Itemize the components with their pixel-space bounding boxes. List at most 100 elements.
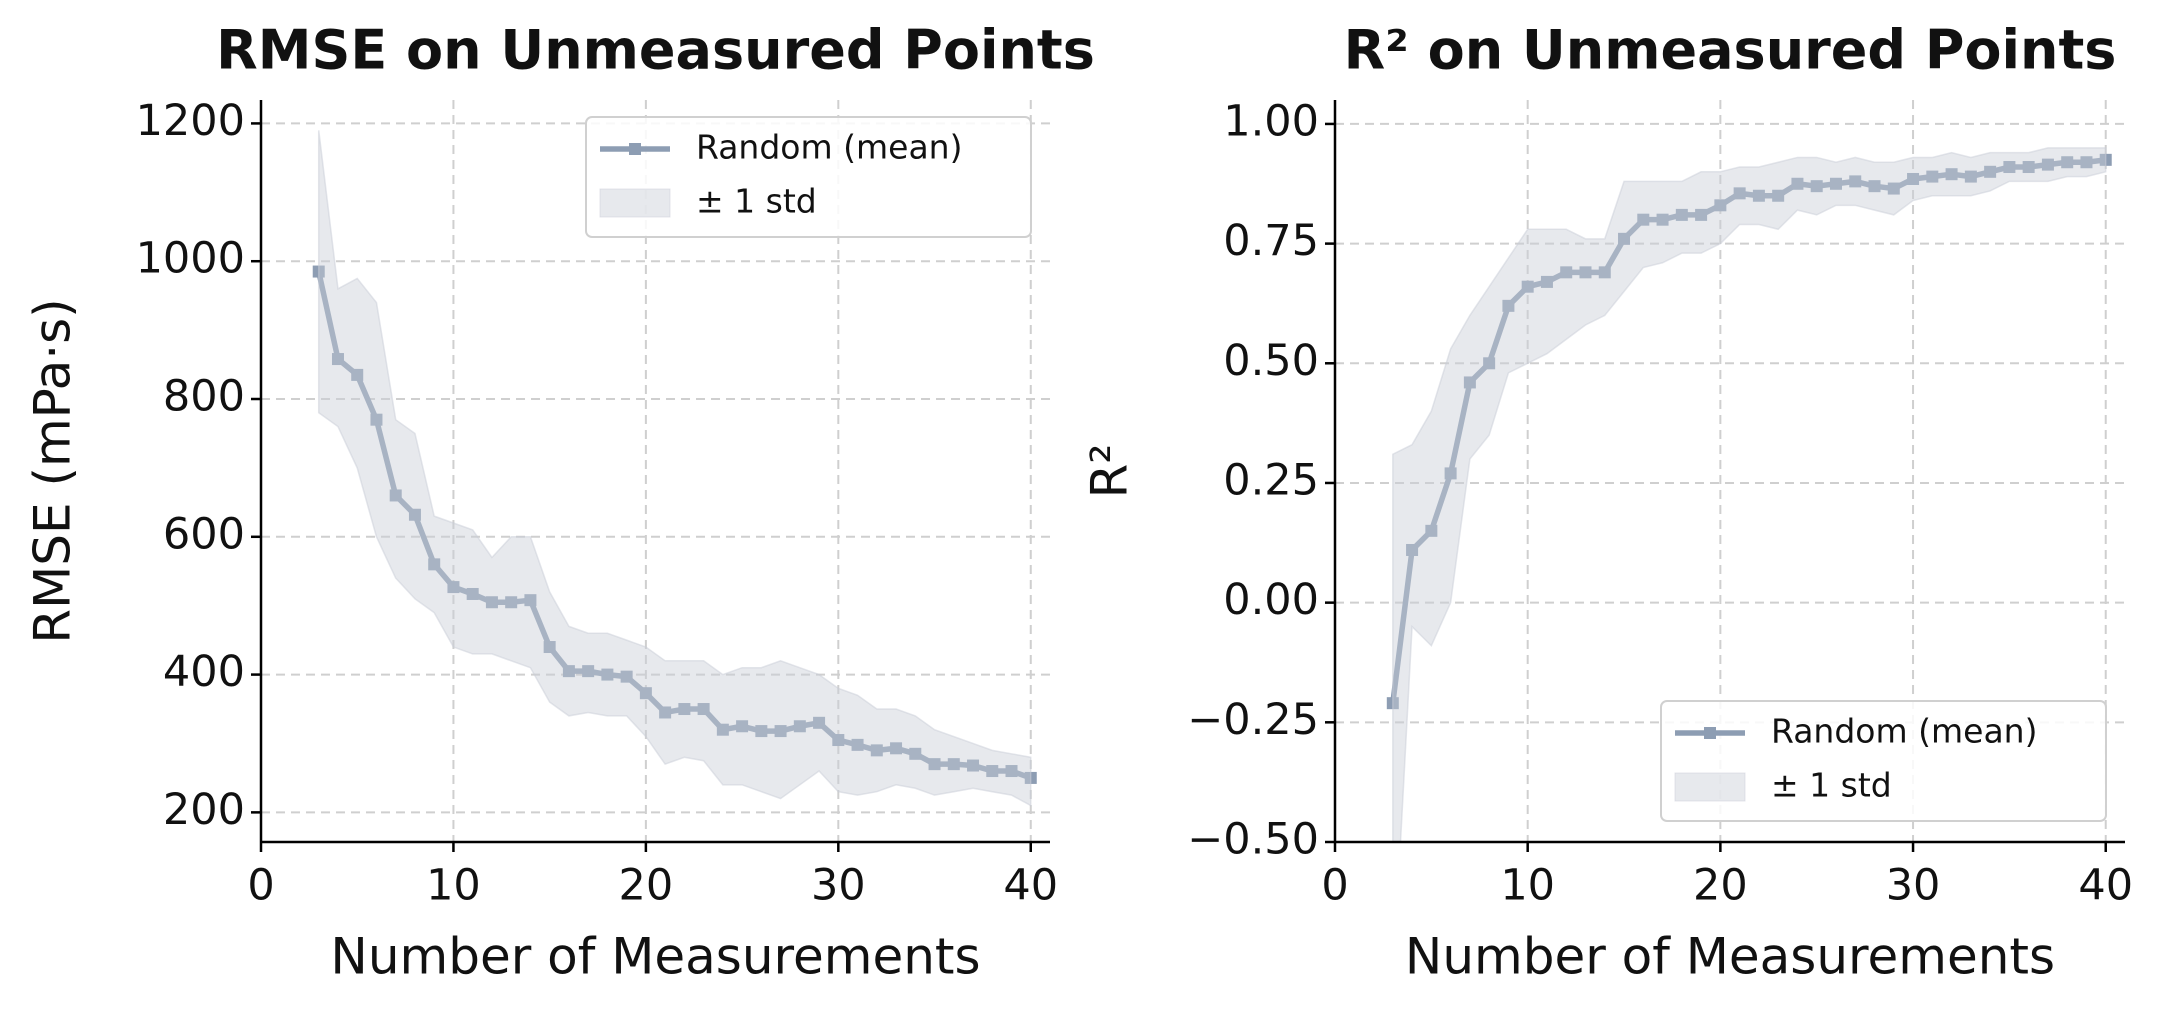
marker (1618, 232, 1631, 245)
marker (2003, 161, 2016, 174)
chart-title: RMSE on Unmeasured Points (216, 19, 1095, 82)
legend-label: Random (mean) (696, 128, 962, 167)
marker (1887, 182, 1900, 195)
x-tick-label: 30 (1886, 861, 1941, 911)
marker (524, 594, 537, 607)
marker (2080, 156, 2093, 169)
marker (967, 759, 980, 772)
y-tick-label: 200 (163, 785, 245, 835)
marker (485, 596, 498, 609)
x-axis-label: Number of Measurements (330, 928, 980, 986)
marker (2041, 158, 2054, 171)
marker (543, 641, 556, 654)
marker (870, 744, 883, 757)
x-tick-label: 40 (1003, 861, 1058, 911)
y-tick-label: 1.00 (1223, 96, 1319, 146)
mean-line (1390, 157, 2107, 704)
marker (505, 596, 518, 609)
plot-area: 0 10 20 30 40 −0.50 −0.25 0.00 0.25 0.50 0.75 1.00 R… (1081, 19, 2134, 986)
marker (351, 368, 364, 381)
y-tick-label: −0.50 (1187, 815, 1319, 865)
marker (582, 665, 595, 678)
marker (1425, 524, 1438, 537)
legend-marker (1704, 727, 1716, 739)
marker (2061, 156, 2074, 169)
marker (928, 758, 941, 771)
y-tick-label: 400 (163, 647, 245, 697)
y-tick-label: 800 (163, 372, 245, 422)
marker (2022, 161, 2035, 174)
y-tick-label: −0.25 (1187, 695, 1319, 745)
marker (1868, 180, 1881, 193)
marker (389, 489, 402, 502)
marker (1502, 299, 1515, 312)
legend-patch (1674, 772, 1746, 802)
marker (408, 508, 421, 521)
y-axis-label: R² (1081, 444, 1139, 499)
plot-area: 0 10 20 30 40 200 400 600 800 1000 1200 RMSE on Unm… (24, 19, 1095, 986)
marker (774, 725, 787, 738)
x-tick-label: 20 (619, 861, 674, 911)
marker (1791, 177, 1804, 190)
marker (1810, 180, 1823, 193)
marker (562, 665, 575, 678)
x-tick-label: 0 (1321, 861, 1348, 911)
marker (1849, 175, 1862, 188)
marker (1926, 170, 1939, 183)
std-band (317, 130, 1032, 807)
y-tick-label: 0.75 (1223, 216, 1319, 266)
marker (736, 720, 749, 733)
x-tick-label: 0 (247, 861, 274, 911)
y-tick-label: 600 (163, 509, 245, 559)
marker (1463, 376, 1476, 389)
legend-marker (629, 143, 641, 155)
y-tick-label: 0.50 (1223, 336, 1319, 386)
chart-title: R² on Unmeasured Points (1344, 19, 2117, 82)
marker (601, 668, 614, 681)
marker (447, 581, 460, 594)
marker (890, 742, 903, 755)
y-tick-label: 0.00 (1223, 575, 1319, 625)
x-tick-label: 10 (1500, 861, 1555, 911)
marker (1984, 165, 1997, 178)
marker (1752, 189, 1765, 202)
marker (1521, 280, 1534, 293)
marker (1945, 168, 1958, 181)
marker (1540, 275, 1553, 288)
marker (639, 687, 652, 700)
marker (716, 723, 729, 736)
x-tick-label: 40 (2078, 861, 2133, 911)
marker (1772, 189, 1785, 202)
legend-box (585, 116, 1032, 238)
marker (1637, 213, 1650, 226)
marker (697, 703, 710, 716)
marker (620, 670, 633, 683)
marker (428, 558, 441, 571)
legend-label: ± 1 std (1771, 766, 1892, 805)
marker (909, 747, 922, 760)
marker (1598, 266, 1611, 279)
marker (1444, 467, 1457, 480)
marker (659, 706, 672, 719)
marker (466, 587, 479, 600)
marker (1406, 543, 1419, 556)
marker (370, 413, 383, 426)
x-tick-label: 30 (811, 861, 866, 911)
marker (1907, 172, 1920, 185)
std-band (1392, 147, 2107, 842)
x-tick-label: 20 (1693, 861, 1748, 911)
legend-label: Random (mean) (1771, 712, 2037, 751)
marker (793, 720, 806, 733)
marker (986, 765, 999, 778)
marker (851, 738, 864, 751)
marker (947, 758, 960, 771)
marker (1829, 177, 1842, 190)
marker (1483, 357, 1496, 370)
marker (1579, 266, 1592, 279)
marker (1560, 266, 1573, 279)
y-axis-label: RMSE (mPa·s) (24, 298, 82, 643)
legend-patch (599, 188, 671, 218)
x-tick-label: 10 (426, 861, 481, 911)
legend-label: ± 1 std (696, 182, 817, 221)
